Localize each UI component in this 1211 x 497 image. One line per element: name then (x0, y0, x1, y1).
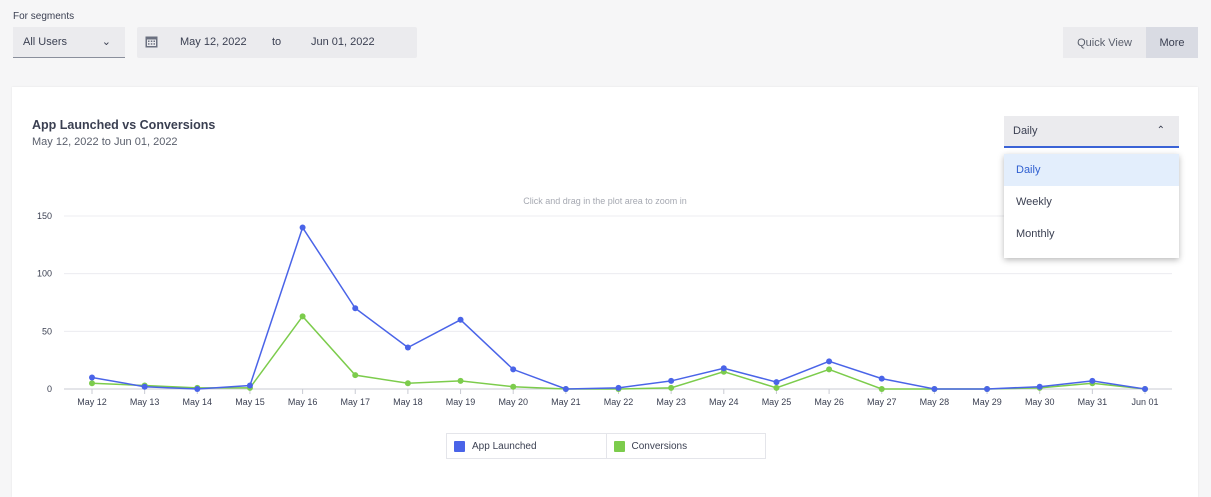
x-tick-label: May 17 (340, 397, 370, 407)
data-point-conversions (404, 380, 411, 387)
y-tick-label: 100 (37, 269, 52, 279)
line-chart[interactable]: 0 50 100 150 May 12 May 13 May 14 May 15 May 16 M… (12, 87, 1198, 427)
x-tick-label: May 31 (1078, 397, 1108, 407)
data-point-conversions (668, 384, 675, 391)
data-point-conversions (773, 384, 780, 391)
x-tick-label: May 19 (446, 397, 476, 407)
x-tick-label: Jun 01 (1131, 397, 1158, 407)
date-separator: to (272, 36, 282, 48)
granularity-option-daily[interactable]: Daily (1004, 154, 1179, 186)
data-point-conversions (299, 313, 306, 320)
granularity-select[interactable]: Daily ⌃ (1004, 116, 1179, 148)
data-point-conversions (878, 386, 885, 392)
granularity-dropdown: Daily Weekly Monthly (1004, 154, 1179, 258)
zoom-hint: Click and drag in the plot area to zoom … (523, 196, 687, 206)
data-point-app-launched (404, 344, 411, 351)
date-range-picker[interactable]: May 12, 2022 to Jun 01, 2022 (137, 27, 417, 58)
data-point-app-launched (826, 358, 833, 365)
data-point-app-launched (720, 365, 727, 372)
x-tick-label: May 26 (814, 397, 844, 407)
data-point-app-launched (773, 379, 780, 386)
data-point-app-launched (246, 382, 253, 389)
legend-item-conversions[interactable]: Conversions (605, 434, 766, 458)
x-tick-label: May 30 (1025, 397, 1055, 407)
end-date[interactable]: Jun 01, 2022 (311, 36, 375, 48)
data-point-app-launched (194, 386, 201, 392)
y-tick-label: 150 (37, 211, 52, 221)
data-point-app-launched (615, 384, 622, 391)
x-tick-label: May 12 (77, 397, 107, 407)
y-tick-label: 0 (47, 384, 52, 394)
view-toggle: Quick View More (1063, 27, 1198, 58)
segments-label: For segments (13, 11, 75, 22)
x-tick-label: May 14 (183, 397, 213, 407)
data-point-conversions (352, 372, 359, 379)
data-point-app-launched (299, 224, 306, 231)
chart-card: App Launched vs Conversions May 12, 2022… (12, 87, 1198, 497)
x-tick-label: May 27 (867, 397, 897, 407)
x-tick-label: May 18 (393, 397, 423, 407)
more-button[interactable]: More (1146, 27, 1198, 58)
series-line-conversions (91, 315, 1146, 390)
x-tick-label: May 16 (288, 397, 318, 407)
legend-label: Conversions (631, 440, 688, 452)
x-tick-label: May 20 (498, 397, 528, 407)
x-tick-label: May 21 (551, 397, 581, 407)
quick-view-button[interactable]: Quick View (1063, 27, 1146, 58)
data-point-app-launched (1036, 383, 1043, 390)
data-point-app-launched (984, 386, 991, 392)
data-point-conversions (89, 380, 95, 387)
x-tick-label: May 15 (235, 397, 265, 407)
x-tick-label: May 28 (920, 397, 950, 407)
x-tick-label: May 25 (762, 397, 792, 407)
data-point-app-launched (878, 375, 885, 382)
granularity-select-value: Daily (1013, 125, 1038, 137)
data-point-app-launched (562, 386, 569, 392)
calendar-icon (145, 36, 158, 48)
data-point-app-launched (1142, 386, 1148, 392)
segment-select[interactable]: All Users ⌄ (13, 27, 125, 58)
granularity-option-monthly[interactable]: Monthly (1016, 228, 1055, 240)
data-point-app-launched (668, 377, 675, 384)
x-tick-label: May 22 (604, 397, 634, 407)
chart-subtitle: May 12, 2022 to Jun 01, 2022 (32, 136, 178, 148)
legend-swatch (454, 440, 465, 452)
data-point-app-launched (457, 316, 464, 323)
chevron-down-icon: ⌄ (101, 36, 111, 48)
data-point-conversions (510, 383, 517, 390)
x-tick-label: May 13 (130, 397, 160, 407)
x-tick-label: May 24 (709, 397, 739, 407)
x-tick-label: May 23 (656, 397, 686, 407)
chart-title: App Launched vs Conversions (32, 118, 216, 132)
granularity-option-weekly[interactable]: Weekly (1016, 196, 1052, 208)
y-tick-label: 50 (42, 326, 52, 336)
chevron-up-icon: ⌃ (1156, 125, 1165, 136)
data-point-app-launched (352, 305, 359, 312)
data-point-app-launched (931, 386, 938, 392)
data-point-app-launched (510, 366, 517, 373)
legend-swatch (613, 440, 625, 452)
chart-legend: App Launched Conversions (446, 433, 766, 459)
data-point-conversions (826, 366, 833, 373)
series-line-app-launched (91, 225, 1146, 390)
legend-item-app-launched[interactable]: App Launched (447, 434, 606, 458)
start-date[interactable]: May 12, 2022 (180, 36, 247, 48)
data-point-app-launched (141, 383, 148, 390)
legend-label: App Launched (472, 440, 537, 452)
data-point-app-launched (1089, 377, 1096, 384)
segment-select-value: All Users (23, 36, 68, 48)
data-point-conversions (457, 377, 464, 384)
data-point-app-launched (89, 374, 95, 381)
x-tick-label: May 29 (972, 397, 1002, 407)
